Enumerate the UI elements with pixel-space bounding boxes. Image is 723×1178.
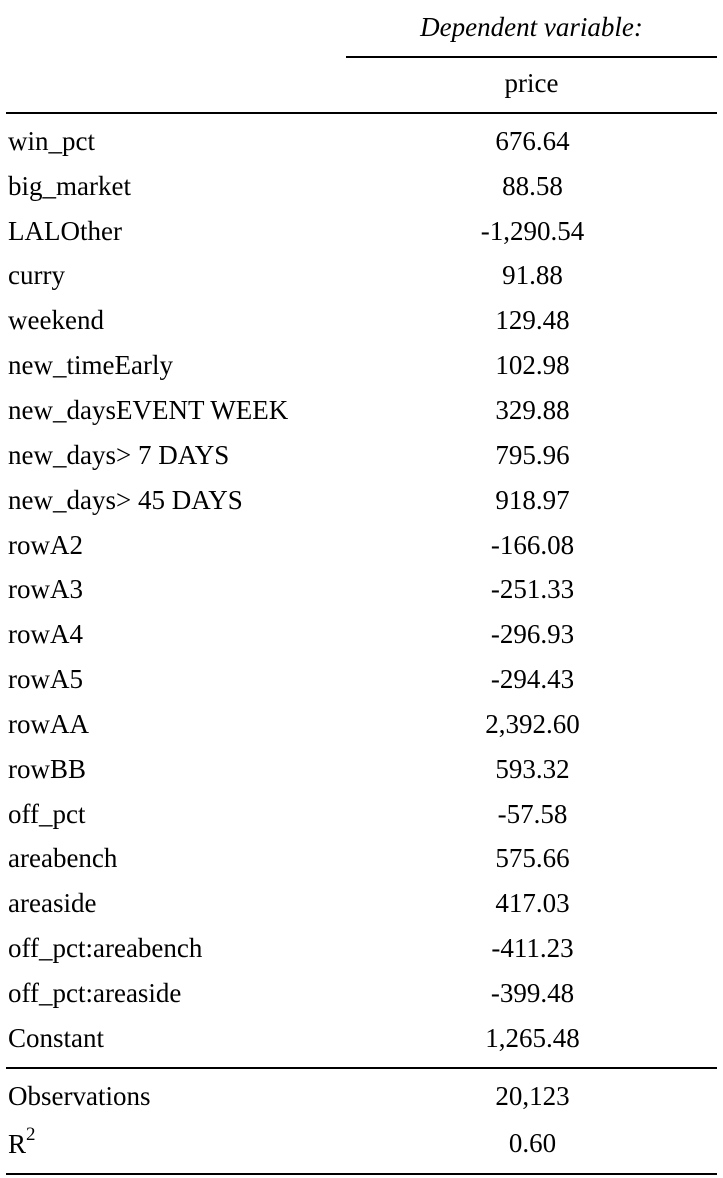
coef-name: rowA2 [8, 529, 83, 560]
table-row: new_days> 45 DAYS 918.97 [6, 478, 717, 523]
table-row: rowA4 -296.93 [6, 612, 717, 657]
coef-value: -57.58 [497, 798, 568, 829]
coef-value: 2,392.60 [485, 708, 580, 739]
coef-name: Constant [8, 1022, 105, 1053]
coef-name: rowBB [8, 753, 87, 784]
r-squared-label: R2 [6, 1125, 348, 1160]
observations-value: 20,123 [495, 1080, 570, 1111]
dependent-variable-label: Dependent variable: [420, 12, 643, 42]
dependent-variable-header: Dependent variable: [6, 0, 717, 58]
table-row: off_pct -57.58 [6, 792, 717, 837]
coef-value: -296.93 [490, 619, 575, 650]
table-row: rowA3 -251.33 [6, 567, 717, 612]
r-squared-value: 0.60 [508, 1127, 557, 1158]
coef-value: 129.48 [495, 305, 570, 336]
coef-value: 575.66 [495, 843, 570, 874]
r-squared-letter: R [8, 1129, 27, 1160]
coef-value: 795.96 [495, 439, 570, 470]
coef-value: -1,290.54 [480, 215, 585, 246]
table-row: rowA5 -294.43 [6, 657, 717, 702]
table-row: areaside 417.03 [6, 881, 717, 926]
coef-name: new_days> 7 DAYS [8, 439, 230, 470]
table-row: new_timeEarly 102.98 [6, 343, 717, 388]
coef-name: big_market [8, 170, 131, 201]
coef-value: -251.33 [490, 574, 575, 605]
coef-name: off_pct [8, 798, 86, 829]
coef-value: 88.58 [502, 170, 563, 201]
coef-value: 91.88 [502, 260, 563, 291]
table-row: big_market 88.58 [6, 164, 717, 209]
coef-value: 676.64 [495, 125, 570, 156]
coef-name: weekend [8, 305, 104, 336]
r-squared-superscript: 2 [26, 1124, 36, 1146]
coef-name: areaside [8, 888, 97, 919]
coef-name: off_pct:areaside [8, 977, 182, 1008]
regression-table: Dependent variable: price win_pct 676.64 … [6, 0, 717, 1175]
table-row: win_pct 676.64 [6, 119, 717, 164]
table-row: new_days> 7 DAYS 795.96 [6, 433, 717, 478]
summary-stats: Observations 20,123 R2 0.60 [6, 1069, 717, 1175]
coef-value: 329.88 [495, 394, 570, 425]
coef-name: rowAA [8, 708, 89, 739]
variable-name: price [504, 68, 559, 98]
coef-value: 417.03 [495, 888, 570, 919]
table-row: off_pct:areaside -399.48 [6, 971, 717, 1016]
r-squared-row: R2 0.60 [6, 1120, 717, 1167]
coef-value: -399.48 [490, 977, 575, 1008]
header-rule [346, 56, 717, 58]
coef-name: new_daysEVENT WEEK [8, 394, 289, 425]
table-row: rowBB 593.32 [6, 747, 717, 792]
coef-name: areabench [8, 843, 118, 874]
table-row: rowAA 2,392.60 [6, 702, 717, 747]
coef-value: 593.32 [495, 753, 570, 784]
coef-name: curry [8, 260, 65, 291]
table-row: curry 91.88 [6, 254, 717, 299]
coef-value: 918.97 [495, 484, 570, 515]
coef-name: LALOther [8, 215, 122, 246]
coef-value: 1,265.48 [485, 1022, 580, 1053]
coef-name: new_days> 45 DAYS [8, 484, 243, 515]
table-row: LALOther -1,290.54 [6, 209, 717, 254]
coef-name: win_pct [8, 125, 95, 156]
coef-value: -294.43 [490, 664, 575, 695]
coef-name: new_timeEarly [8, 350, 173, 381]
coef-value: 102.98 [495, 350, 570, 381]
observations-row: Observations 20,123 [6, 1073, 717, 1120]
coef-name: rowA4 [8, 619, 83, 650]
table-row: rowA2 -166.08 [6, 523, 717, 568]
table-row: new_daysEVENT WEEK 329.88 [6, 388, 717, 433]
coef-name: rowA3 [8, 574, 83, 605]
variable-header: price [6, 58, 717, 114]
observations-label: Observations [8, 1080, 151, 1111]
coef-name: rowA5 [8, 664, 83, 695]
table-row: Constant 1,265.48 [6, 1016, 717, 1061]
coef-name: off_pct:areabench [8, 933, 203, 964]
table-row: areabench 575.66 [6, 837, 717, 882]
coef-value: -166.08 [490, 529, 575, 560]
table-row: weekend 129.48 [6, 298, 717, 343]
table-row: off_pct:areabench -411.23 [6, 926, 717, 971]
coefficient-rows: win_pct 676.64 big_market 88.58 LALOther -1… [6, 114, 717, 1069]
coef-value: -411.23 [491, 933, 574, 964]
